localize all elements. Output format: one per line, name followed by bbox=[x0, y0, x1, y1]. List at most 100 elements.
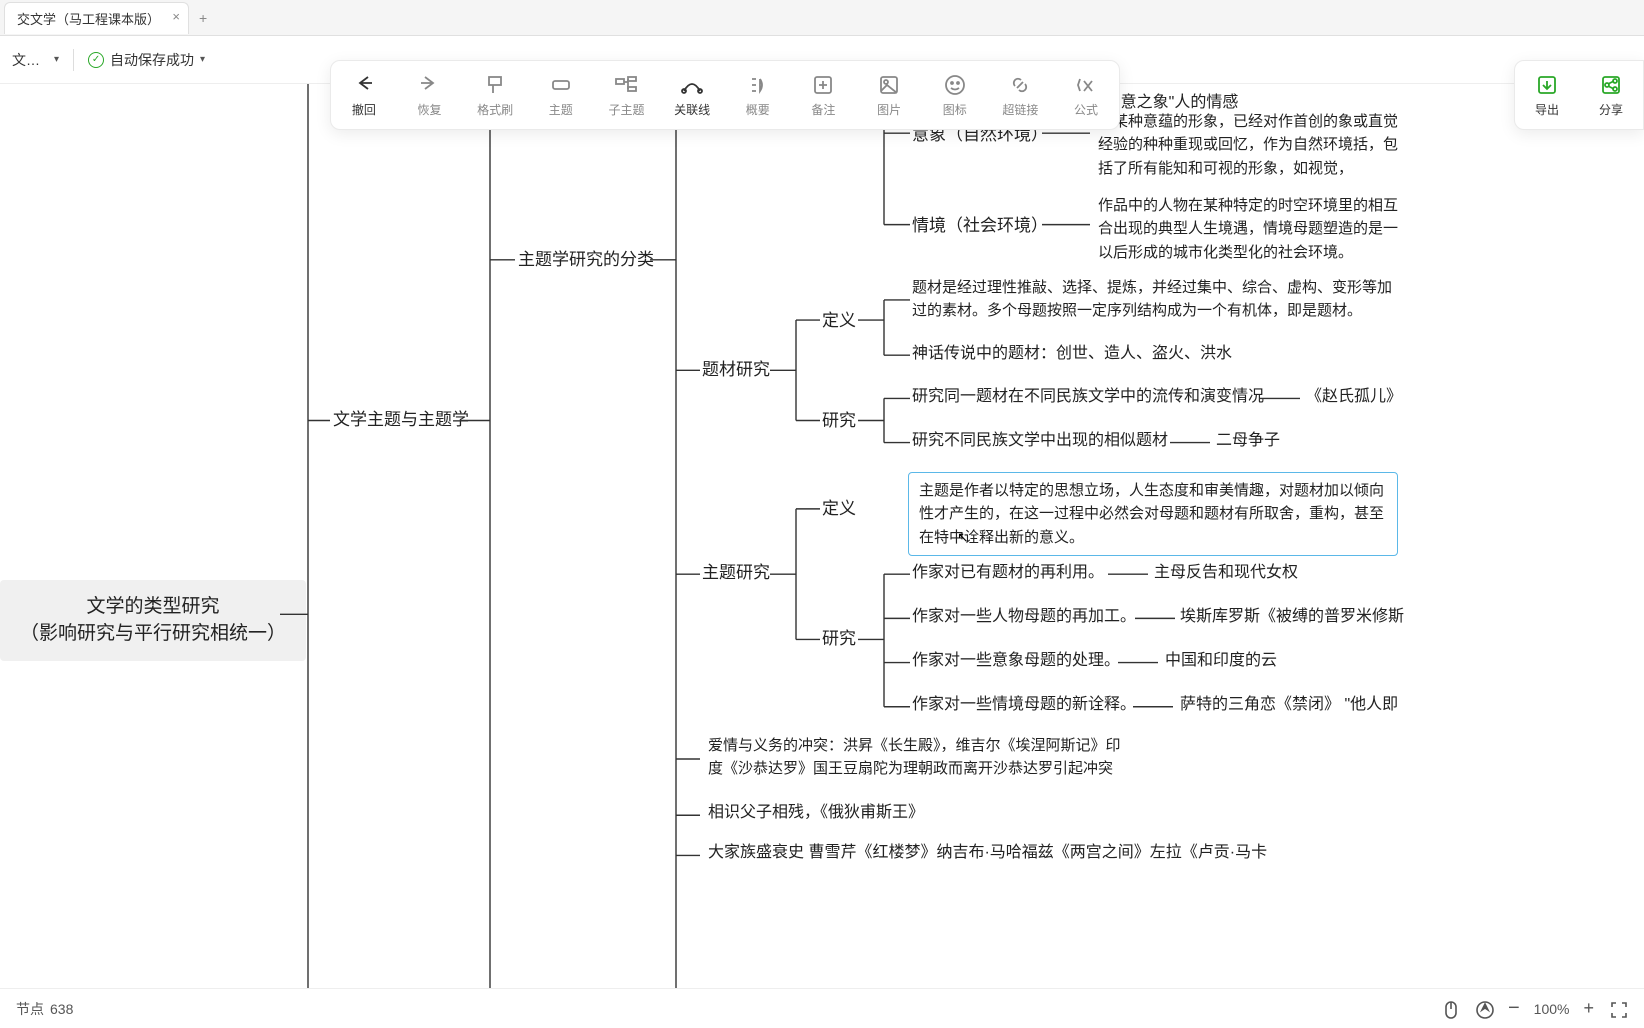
share-button[interactable]: 分享 bbox=[1580, 73, 1642, 118]
node-ex2[interactable]: 相识父子相残，《俄狄甫斯王》 bbox=[708, 802, 924, 824]
share-icon bbox=[1599, 73, 1623, 97]
summary-icon bbox=[746, 73, 770, 97]
tab-title: 交文学（马工程课本版） bbox=[17, 12, 160, 27]
root-node[interactable]: 文学的类型研究 （影响研究与平行研究相统一） bbox=[0, 580, 306, 661]
mindmap-canvas[interactable]: 文学的类型研究 （影响研究与平行研究相统一） 文学主题与主题学 主题学研究的分类… bbox=[0, 84, 1644, 988]
zoom-out-button[interactable]: − bbox=[1508, 997, 1520, 1020]
node-r1b-ex[interactable]: 二母争子 bbox=[1216, 430, 1280, 452]
node-ticai[interactable]: 题材研究 bbox=[702, 358, 770, 382]
subtopic-button[interactable]: 子主题 bbox=[595, 73, 657, 118]
node-ex3[interactable]: 大家族盛衰史 曹雪芹《红楼梦》纳吉布·马哈福兹《两宫之间》左拉《卢贡·马卡 bbox=[708, 842, 1267, 864]
note-button[interactable]: 备注 bbox=[792, 73, 854, 118]
link-button[interactable]: 超链接 bbox=[989, 73, 1051, 118]
tool-label: 主题 bbox=[549, 101, 573, 118]
tool-label: 关联线 bbox=[674, 101, 710, 118]
node-r2b-ex[interactable]: 埃斯库罗斯《被缚的普罗米修斯 bbox=[1180, 606, 1404, 628]
para-def2-selected[interactable]: 主题是作者以特定的思想立场，人生态度和审美情趣，对题材加以倾向性才产生的，在这一… bbox=[908, 472, 1398, 556]
node-r2c[interactable]: 作家对一些意象母题的处理。 bbox=[912, 650, 1120, 672]
cursor-icon: ↖ bbox=[957, 529, 969, 546]
node-zhuti[interactable]: 主题研究 bbox=[702, 561, 770, 585]
tool-label: 概要 bbox=[746, 101, 770, 118]
node-res2[interactable]: 研究 bbox=[822, 627, 856, 651]
note-icon bbox=[811, 73, 835, 97]
para-qingjing[interactable]: 作品中的人物在某种特定的时空环境里的相互合出现的典型人生境遇，情境母题塑造的是一… bbox=[1098, 194, 1398, 264]
relation-icon bbox=[680, 73, 704, 97]
summary-button[interactable]: 概要 bbox=[727, 73, 789, 118]
image-button[interactable]: 图片 bbox=[858, 73, 920, 118]
node-classify[interactable]: 主题学研究的分类 bbox=[518, 248, 654, 272]
redo-icon bbox=[417, 73, 441, 97]
relation-button[interactable]: 关联线 bbox=[661, 73, 723, 118]
chevron-down-icon[interactable]: ▾ bbox=[54, 54, 59, 65]
node-qingjing[interactable]: 情境（社会环境） bbox=[912, 214, 1048, 238]
link-icon bbox=[1008, 73, 1032, 97]
format-painter-button[interactable]: 格式刷 bbox=[464, 73, 526, 118]
node-label: 节点 bbox=[16, 999, 44, 1019]
para-def1[interactable]: 题材是经过理性推敲、选择、提炼，并经过集中、综合、虚构、变形等加过的素材。多个母… bbox=[912, 276, 1392, 323]
topic-icon bbox=[549, 73, 573, 97]
icon-button[interactable]: 图标 bbox=[924, 73, 986, 118]
undo-button[interactable]: 撤回 bbox=[333, 73, 395, 118]
image-icon bbox=[877, 73, 901, 97]
autosave-status[interactable]: ✓ 自动保存成功 ▾ bbox=[88, 50, 205, 70]
divider bbox=[73, 49, 74, 71]
tool-label: 备注 bbox=[811, 101, 835, 118]
export-button[interactable]: 导出 bbox=[1516, 73, 1578, 118]
status-bar: 节点 638 − 100% + bbox=[0, 988, 1644, 1028]
zoom-level: 100% bbox=[1534, 1001, 1570, 1017]
chevron-down-icon[interactable]: ▾ bbox=[200, 54, 205, 65]
fullscreen-icon[interactable] bbox=[1608, 999, 1628, 1019]
navigate-icon[interactable] bbox=[1474, 999, 1494, 1019]
undo-icon bbox=[352, 73, 376, 97]
topic-button[interactable]: 主题 bbox=[530, 73, 592, 118]
node-r2c-ex[interactable]: 中国和印度的云 bbox=[1165, 650, 1277, 672]
add-tab-button[interactable]: + bbox=[199, 10, 207, 26]
tab-active[interactable]: 交文学（马工程课本版） × bbox=[4, 2, 189, 34]
formula-button[interactable]: 公式 bbox=[1055, 73, 1117, 118]
tool-label: 导出 bbox=[1535, 101, 1559, 118]
node-r2a[interactable]: 作家对已有题材的再利用。 bbox=[912, 562, 1104, 584]
node-def2[interactable]: 定义 bbox=[822, 497, 856, 521]
node-count: 638 bbox=[50, 1001, 73, 1017]
node-r2d-ex[interactable]: 萨特的三角恋《禁闭》 "他人即 bbox=[1180, 694, 1398, 716]
node-r1a[interactable]: 研究同一题材在不同民族文学中的流传和演变情况 bbox=[912, 386, 1264, 408]
tool-label: 公式 bbox=[1074, 101, 1098, 118]
tool-label: 撤回 bbox=[352, 101, 376, 118]
node-theme[interactable]: 文学主题与主题学 bbox=[333, 408, 469, 432]
tool-label: 恢复 bbox=[417, 101, 441, 118]
brush-icon bbox=[483, 73, 507, 97]
tool-label: 子主题 bbox=[608, 101, 644, 118]
node-r1a-ex[interactable]: 《赵氏孤儿》 bbox=[1306, 386, 1402, 408]
redo-button[interactable]: 恢复 bbox=[398, 73, 460, 118]
para-yixiang[interactable]: 有某种意蕴的形象，已经对作首创的象或直觉经验的种种重现或回忆，作为自然环境括，包… bbox=[1098, 110, 1398, 180]
tool-label: 图片 bbox=[877, 101, 901, 118]
export-icon bbox=[1535, 73, 1559, 97]
node-ex1[interactable]: 爱情与义务的冲突：洪昇《长生殿》，维吉尔《埃涅阿斯记》印度《沙恭达罗》国王豆扇陀… bbox=[708, 734, 1128, 781]
node-r2a-ex[interactable]: 主母反告和现代女权 bbox=[1154, 562, 1298, 584]
node-r1b[interactable]: 研究不同民族文学中出现的相似题材 bbox=[912, 430, 1168, 452]
close-icon[interactable]: × bbox=[172, 9, 180, 24]
node-r2b[interactable]: 作家对一些人物母题的再加工。 bbox=[912, 606, 1136, 628]
toolbar-main: 撤回 恢复 格式刷 主题 子主题 关联线 概要 备注 图片 图标 超链接 bbox=[330, 60, 1120, 130]
zoom-controls: − 100% + bbox=[1440, 997, 1628, 1020]
node-def1[interactable]: 定义 bbox=[822, 309, 856, 333]
subtopic-icon bbox=[614, 73, 638, 97]
emoji-icon bbox=[943, 73, 967, 97]
root-line1: 文学的类型研究 bbox=[20, 594, 286, 621]
check-icon: ✓ bbox=[88, 52, 104, 68]
mouse-icon[interactable] bbox=[1440, 999, 1460, 1019]
file-menu[interactable]: 文… bbox=[12, 50, 40, 70]
zoom-in-button[interactable]: + bbox=[1583, 998, 1594, 1019]
tab-bar: 交文学（马工程课本版） × + bbox=[0, 0, 1644, 36]
formula-icon bbox=[1074, 73, 1098, 97]
tool-label: 图标 bbox=[943, 101, 967, 118]
node-res1[interactable]: 研究 bbox=[822, 409, 856, 433]
tool-label: 分享 bbox=[1599, 101, 1623, 118]
tool-label: 格式刷 bbox=[477, 101, 513, 118]
node-r2d[interactable]: 作家对一些情境母题的新诠释。 bbox=[912, 694, 1136, 716]
node-shenhua[interactable]: 神话传说中的题材：创世、造人、盗火、洪水 bbox=[912, 343, 1232, 365]
root-line2: （影响研究与平行研究相统一） bbox=[20, 621, 286, 648]
tool-label: 超链接 bbox=[1002, 101, 1038, 118]
autosave-label: 自动保存成功 bbox=[110, 50, 194, 70]
toolbar-right: 导出 分享 bbox=[1514, 60, 1644, 130]
